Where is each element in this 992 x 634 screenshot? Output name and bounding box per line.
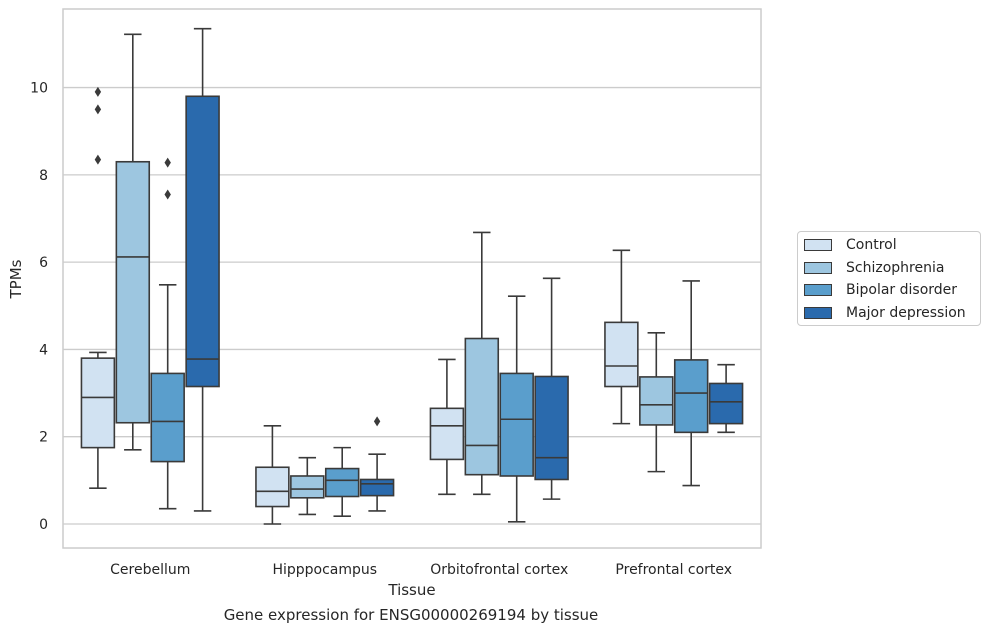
box-iqr	[464, 337, 500, 476]
outlier-point	[164, 189, 171, 200]
box-iqr	[185, 95, 220, 388]
box-iqr	[604, 321, 639, 388]
legend: Control Schizophrenia Bipolar disorder Majo…	[797, 231, 981, 326]
box-plot-marks	[80, 27, 744, 525]
box-iqr	[80, 357, 116, 449]
box-iqr	[499, 372, 534, 477]
box-schizophrenia	[290, 456, 325, 516]
box-control	[429, 358, 465, 496]
plot-frame	[62, 8, 762, 549]
legend-swatch	[804, 284, 832, 296]
legend-label: Bipolar disorder	[846, 282, 958, 298]
x-tick-labels: Cerebellum Hipppocampus Orbitofrontal cort…	[110, 562, 732, 578]
box-iqr	[359, 478, 395, 497]
box-iqr	[673, 359, 709, 434]
outlier-point	[94, 154, 102, 165]
box-major-depression	[534, 277, 569, 500]
x-tick-label: Prefrontal cortex	[615, 562, 732, 578]
legend-label: Major depression	[846, 304, 966, 321]
box-iqr	[290, 475, 325, 499]
legend-item: Bipolar disorder	[804, 280, 957, 300]
y-tick-labels: 0 2 4 6 8 10	[30, 81, 48, 533]
outlier-point	[373, 416, 381, 427]
x-tick-label: Cerebellum	[110, 562, 190, 578]
box-iqr	[639, 376, 674, 426]
legend-item: Major depression	[804, 303, 966, 323]
box-iqr	[150, 372, 185, 463]
outlier-point	[164, 157, 171, 168]
box-iqr	[429, 407, 465, 461]
y-tick-label: 8	[39, 168, 48, 184]
box-major-depression	[185, 27, 220, 512]
outlier-point	[94, 104, 102, 115]
legend-swatch	[804, 239, 832, 251]
box-iqr	[115, 160, 151, 424]
outlier-point	[94, 86, 102, 97]
box-schizophrenia	[464, 231, 500, 496]
box-bipolar-disorder	[673, 280, 709, 487]
box-control	[255, 424, 290, 525]
legend-item: Schizophrenia	[804, 258, 944, 278]
box-major-depression	[708, 363, 744, 434]
y-tick-label: 4	[39, 342, 48, 358]
box-major-depression	[359, 416, 395, 512]
box-schizophrenia	[639, 332, 674, 473]
y-tick-label: 2	[39, 430, 48, 446]
y-axis-label: TPMs	[7, 259, 25, 299]
box-bipolar-disorder	[324, 446, 360, 517]
box-bipolar-disorder	[499, 295, 534, 523]
box-iqr	[255, 466, 290, 508]
legend-swatch	[804, 261, 832, 274]
legend-swatch	[804, 306, 832, 319]
y-tick-label: 0	[39, 517, 48, 533]
box-iqr	[708, 382, 744, 425]
box-schizophrenia	[115, 33, 151, 451]
legend-item: Control	[804, 235, 897, 255]
box-iqr	[324, 467, 360, 498]
y-tick-label: 10	[30, 81, 48, 97]
x-tick-label: Hipppocampus	[272, 562, 377, 578]
box-iqr	[534, 375, 569, 481]
x-tick-label: Orbitofrontal cortex	[430, 562, 568, 578]
box-bipolar-disorder	[150, 157, 185, 510]
box-control	[80, 86, 116, 490]
y-tick-label: 6	[39, 255, 48, 271]
x-axis-label: Tissue	[387, 581, 435, 599]
chart-caption: Gene expression for ENSG00000269194 by t…	[223, 606, 599, 624]
box-control	[604, 249, 639, 425]
legend-label: Control	[846, 237, 897, 253]
legend-label: Schizophrenia	[846, 259, 945, 276]
